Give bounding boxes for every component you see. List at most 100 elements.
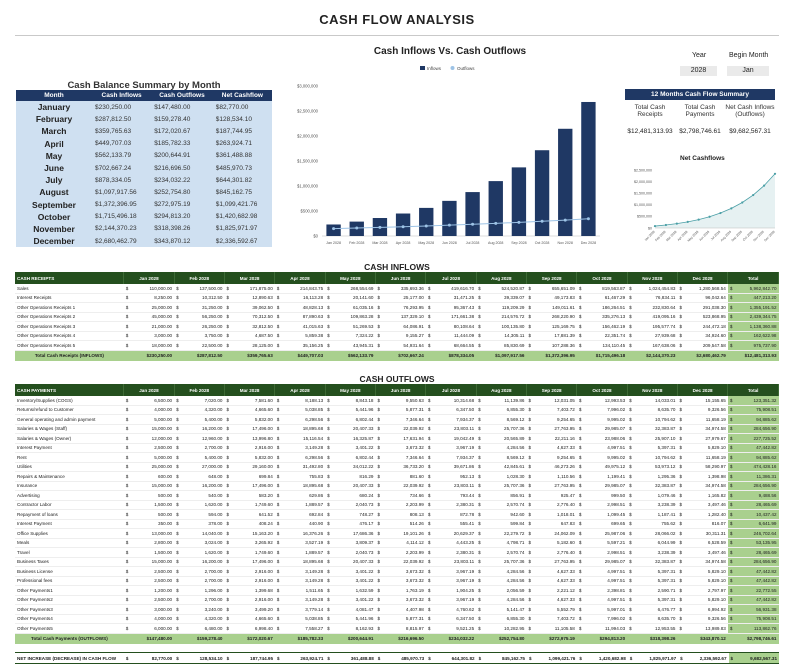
table-row: Business Taxes $15,000.00 $16,200.00 $17,49…: [15, 557, 779, 567]
currency-sign: $: [476, 623, 483, 634]
row-label: Sales: [15, 284, 124, 294]
cell-value: 58,290.97: [683, 462, 728, 472]
year-value[interactable]: 2028: [680, 66, 717, 76]
currency-sign: $: [476, 302, 483, 313]
cell-value: 4,798.71: [482, 538, 527, 548]
x-tick-label: Jul 2028: [466, 241, 480, 245]
currency-sign: $: [576, 519, 583, 529]
cell-value: 31,471.25: [431, 293, 477, 303]
cell-value: 12,890.63: [230, 293, 275, 303]
cell-value: 27,763.95: [532, 481, 577, 491]
cell-value: 3,401.22: [331, 595, 376, 605]
cell-value: 4,665.60: [230, 405, 275, 415]
row-total: 162,622.98: [733, 331, 779, 341]
cell-value: 2,797.97: [683, 585, 728, 596]
y-tick-label: $1,500,000: [297, 159, 319, 164]
chart-legend: Inflows Outflows: [420, 66, 475, 71]
currency-sign: $: [325, 652, 332, 664]
cell-value: 3,967.19: [431, 576, 477, 586]
cell-value: 1,749.60: [230, 500, 275, 510]
currency-sign: $: [375, 566, 382, 577]
cell-value: 1,500.00: [129, 500, 175, 510]
cell-value: 2,998.51: [582, 500, 628, 510]
inflows-month-header: Dec 2028: [677, 272, 729, 284]
total-cell: $878,334.05: [425, 350, 477, 361]
cell-value: 3,673.32: [381, 595, 426, 605]
currency-sign: $: [476, 652, 483, 664]
row-total: 246,702.64: [733, 528, 779, 539]
currency-sign: $: [174, 414, 181, 425]
currency-sign: $: [677, 340, 684, 351]
currency-sign: $: [627, 519, 634, 529]
legend-label: Inflows: [427, 66, 442, 71]
x-tick-label: Jun 2028: [442, 241, 457, 245]
cell-value: 70,312.50: [230, 312, 275, 322]
cell-value: 2,500.00: [129, 566, 175, 577]
outflow-point: [424, 224, 428, 228]
cell-value: 214,576.72: [482, 312, 527, 322]
currency-sign: $: [425, 490, 432, 501]
row-total: 1,138,360.88: [733, 321, 779, 332]
row-label: Professional fees: [15, 576, 124, 586]
currency-sign: $: [526, 284, 533, 294]
row-label: Other Operations Receipts 4: [15, 331, 124, 341]
currency-sign: $: [476, 576, 483, 586]
outflow-point: [471, 222, 475, 226]
cell-value: 5,441.96: [331, 405, 376, 415]
table-row: Other Operations Receipts 5 $18,000.00 $22…: [15, 340, 779, 351]
currency-sign: $: [425, 547, 432, 558]
currency-sign: $: [224, 500, 231, 510]
currency-sign: $: [274, 500, 281, 510]
begin-month-value[interactable]: Jan: [727, 66, 769, 76]
currency-sign: $: [677, 538, 684, 548]
table-row: General operating and admin payment $5,00…: [15, 414, 779, 425]
cell-value: 2,500.00: [129, 576, 175, 586]
currency-sign: $: [627, 614, 634, 624]
inflows-month-header: Feb 2028: [174, 272, 225, 284]
currency-sign: $: [274, 312, 281, 322]
total-cell: $318,398.26: [627, 633, 678, 644]
cell-value: 999.50: [582, 490, 628, 501]
currency-sign: $: [727, 405, 734, 415]
currency-sign: $: [576, 405, 583, 415]
currency-sign: $: [476, 405, 483, 415]
cell-value: 22,211.16: [532, 433, 577, 444]
cell-value: 2,800.00: [129, 538, 175, 548]
balance-value: $644,301.82: [212, 174, 272, 187]
currency-sign: $: [526, 443, 533, 453]
inflows-month-header: Nov 2028: [627, 272, 678, 284]
net-value: 361,488.88: [331, 652, 376, 664]
net-cash-value: $9,682,567.31: [729, 128, 771, 135]
row-total: 10,437.42: [733, 509, 779, 520]
cell-value: 10,314.68: [431, 396, 477, 406]
total-cell: $562,133.79: [325, 350, 376, 361]
outflows-month-header: Jun 2028: [375, 384, 427, 396]
currency-sign: $: [274, 538, 281, 548]
currency-sign: $: [526, 433, 533, 444]
cash-inflows-title: CASH INFLOWS: [364, 262, 430, 272]
balance-value: $263,924.71: [212, 137, 272, 150]
currency-sign: $: [425, 424, 432, 434]
cell-value: 186,264.51: [582, 302, 628, 313]
currency-sign: $: [425, 284, 432, 294]
currency-sign: $: [526, 331, 533, 341]
cell-value: 20,629.37: [431, 528, 477, 539]
inflows-month-header: Jun 2028: [375, 272, 427, 284]
currency-sign: $: [123, 547, 130, 558]
cell-value: 5,829.10: [683, 576, 728, 586]
cell-value: 4,284.56: [482, 566, 527, 577]
cell-value: 881.60: [381, 471, 426, 482]
row-total: 975,737.90: [733, 340, 779, 351]
cell-value: 76,293.95: [381, 302, 426, 313]
currency-sign: $: [224, 652, 231, 664]
currency-sign: $: [274, 462, 281, 472]
cell-value: 4,760.62: [431, 604, 477, 615]
balance-value: $2,336,592.67: [212, 235, 272, 248]
currency-sign: $: [274, 604, 281, 615]
cell-value: 3,238.39: [633, 500, 678, 510]
currency-sign: $: [425, 519, 432, 529]
currency-sign: $: [224, 462, 231, 472]
total-cell: $359,765.63: [224, 350, 275, 361]
cell-value: 2,380.31: [431, 500, 477, 510]
inflow-bar: [488, 181, 503, 236]
